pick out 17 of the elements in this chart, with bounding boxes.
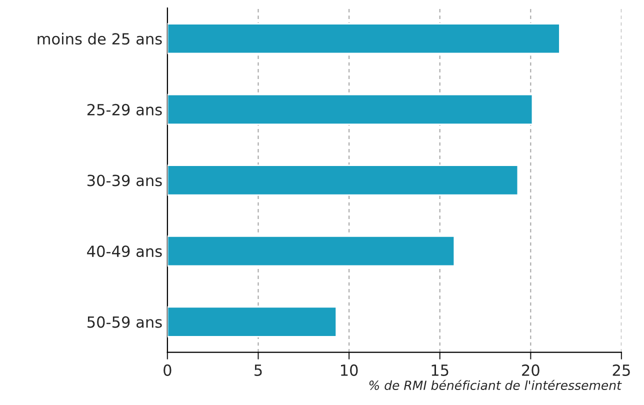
x-tick-label: 10 — [341, 364, 358, 376]
x-tick-label: 25 — [612, 364, 630, 376]
y-tick-label: 50-59 ans — [88, 316, 162, 328]
x-tick-label: 20 — [522, 364, 540, 376]
bar — [167, 94, 534, 125]
x-tick-label: 5 — [254, 364, 262, 376]
x-axis-title: % de RMI bénéficiant de l'intéressement — [369, 380, 622, 390]
x-tick-label: 15 — [432, 364, 448, 376]
y-tick-label: 40-49 ans — [87, 245, 162, 258]
x-tick-label: 0 — [164, 364, 172, 376]
bar — [167, 164, 519, 196]
bar — [167, 306, 338, 338]
bar — [167, 23, 560, 54]
y-tick-label: 25-29 ans — [87, 104, 162, 116]
y-tick-label: moins de 25 ans — [38, 32, 162, 45]
y-tick-label: 30-39 ans — [87, 174, 162, 186]
bar — [167, 235, 456, 267]
